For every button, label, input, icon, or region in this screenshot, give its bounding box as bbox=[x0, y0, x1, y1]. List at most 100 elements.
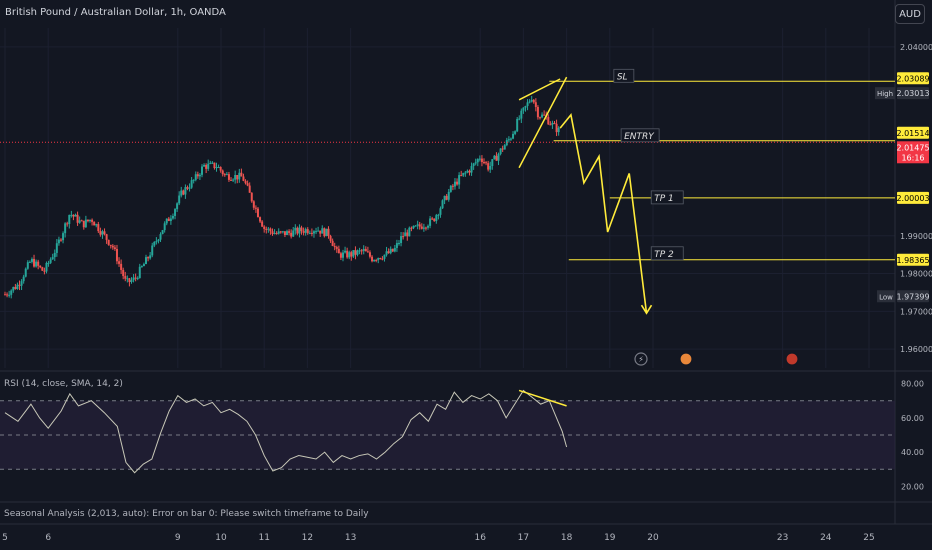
candle-body bbox=[155, 241, 158, 243]
candle-body bbox=[553, 122, 556, 124]
candle-body bbox=[95, 224, 98, 226]
candle-body bbox=[128, 278, 131, 282]
candle-body bbox=[277, 231, 280, 234]
candle-body bbox=[145, 257, 148, 265]
price-tag-high-bg bbox=[897, 87, 929, 100]
candle-body bbox=[377, 258, 380, 261]
lightning-icon[interactable] bbox=[634, 352, 648, 366]
candle-body bbox=[364, 248, 367, 252]
candle-body bbox=[22, 276, 25, 282]
candle-body bbox=[439, 208, 442, 215]
low-tag: Low bbox=[879, 293, 893, 301]
candle-body bbox=[393, 247, 396, 252]
candle-body bbox=[151, 245, 154, 256]
candle-body bbox=[252, 201, 255, 208]
candle-body bbox=[451, 185, 454, 187]
candle-body bbox=[317, 230, 320, 232]
candle-body bbox=[180, 190, 183, 196]
candle-body bbox=[304, 229, 307, 233]
candle-body bbox=[16, 284, 19, 289]
candle-body bbox=[532, 99, 535, 103]
candle-body bbox=[375, 260, 378, 262]
candle-body bbox=[462, 172, 465, 176]
candle-body bbox=[329, 235, 332, 241]
rsi-indicator-title[interactable]: RSI (14, close, SMA, 14, 2) bbox=[4, 379, 123, 389]
candles bbox=[4, 95, 560, 299]
candle-body bbox=[248, 185, 251, 193]
candle-body bbox=[470, 166, 473, 173]
candle-body bbox=[59, 239, 62, 241]
candle-body bbox=[47, 262, 50, 264]
candle-body bbox=[493, 155, 496, 160]
economic-event-icon[interactable] bbox=[785, 352, 799, 366]
annotation-box bbox=[650, 246, 684, 261]
economic-event-icon[interactable] bbox=[679, 352, 693, 366]
candle-body bbox=[373, 260, 376, 262]
candle-body bbox=[105, 234, 108, 240]
candle-body bbox=[290, 232, 293, 237]
candle-body bbox=[453, 181, 456, 187]
time-axis-label: 12 bbox=[302, 533, 313, 543]
candle-body bbox=[271, 231, 274, 234]
bar-countdown: 16:16 bbox=[901, 153, 924, 162]
candle-body bbox=[93, 221, 96, 226]
projection-path bbox=[559, 113, 648, 314]
candle-body bbox=[176, 203, 179, 210]
symbol-title[interactable]: British Pound / Australian Dollar, 1h, O… bbox=[5, 7, 226, 18]
candle-body bbox=[464, 172, 467, 174]
annotation-label: TP 1 bbox=[654, 194, 674, 204]
time-axis-label: 25 bbox=[863, 533, 874, 543]
candle-body bbox=[383, 254, 386, 259]
candle-body bbox=[499, 148, 502, 154]
candle-body bbox=[126, 278, 129, 280]
candle-body bbox=[551, 122, 554, 125]
candle-body bbox=[395, 243, 398, 248]
candle-body bbox=[159, 234, 162, 240]
currency-button[interactable]: AUD bbox=[895, 4, 925, 24]
candle-body bbox=[360, 250, 363, 252]
candle-body bbox=[435, 215, 438, 222]
candle-body bbox=[437, 214, 440, 216]
candle-body bbox=[483, 162, 486, 164]
candle-body bbox=[300, 227, 303, 232]
candle-body bbox=[514, 131, 517, 134]
candle-body bbox=[281, 231, 284, 233]
candle-body bbox=[509, 138, 512, 140]
candle-body bbox=[120, 263, 123, 270]
candle-body bbox=[18, 284, 21, 286]
candle-body bbox=[194, 174, 197, 180]
low-tag-bg bbox=[877, 290, 895, 303]
candle-body bbox=[348, 252, 351, 258]
candle-body bbox=[356, 250, 359, 255]
candle-body bbox=[217, 167, 220, 169]
candle-body bbox=[134, 277, 137, 279]
time-axis-label: 19 bbox=[604, 533, 616, 543]
candle-body bbox=[397, 243, 400, 245]
candle-body bbox=[213, 162, 216, 169]
candle-body bbox=[30, 258, 33, 262]
candle-body bbox=[256, 208, 259, 218]
candle-body bbox=[472, 163, 475, 167]
candle-body bbox=[294, 227, 297, 231]
candle-body bbox=[468, 170, 471, 173]
candle-body bbox=[424, 227, 427, 229]
candle-body bbox=[242, 176, 245, 181]
candle-body bbox=[74, 214, 77, 217]
candle-body bbox=[275, 233, 278, 235]
time-axis-label: 20 bbox=[647, 533, 659, 543]
candle-body bbox=[14, 286, 17, 289]
candle-body bbox=[310, 232, 313, 234]
candle-body bbox=[227, 174, 230, 180]
candle-body bbox=[4, 294, 6, 296]
candle-body bbox=[97, 224, 100, 232]
time-axis-label: 9 bbox=[175, 533, 181, 543]
candle-body bbox=[538, 117, 541, 119]
candle-body bbox=[530, 99, 533, 102]
high-tag: High bbox=[877, 90, 893, 98]
candle-body bbox=[200, 166, 203, 175]
candle-body bbox=[485, 162, 488, 164]
candle-body bbox=[321, 228, 324, 234]
price-axis-label: 1.97000 bbox=[900, 307, 932, 316]
candle-body bbox=[259, 217, 262, 222]
